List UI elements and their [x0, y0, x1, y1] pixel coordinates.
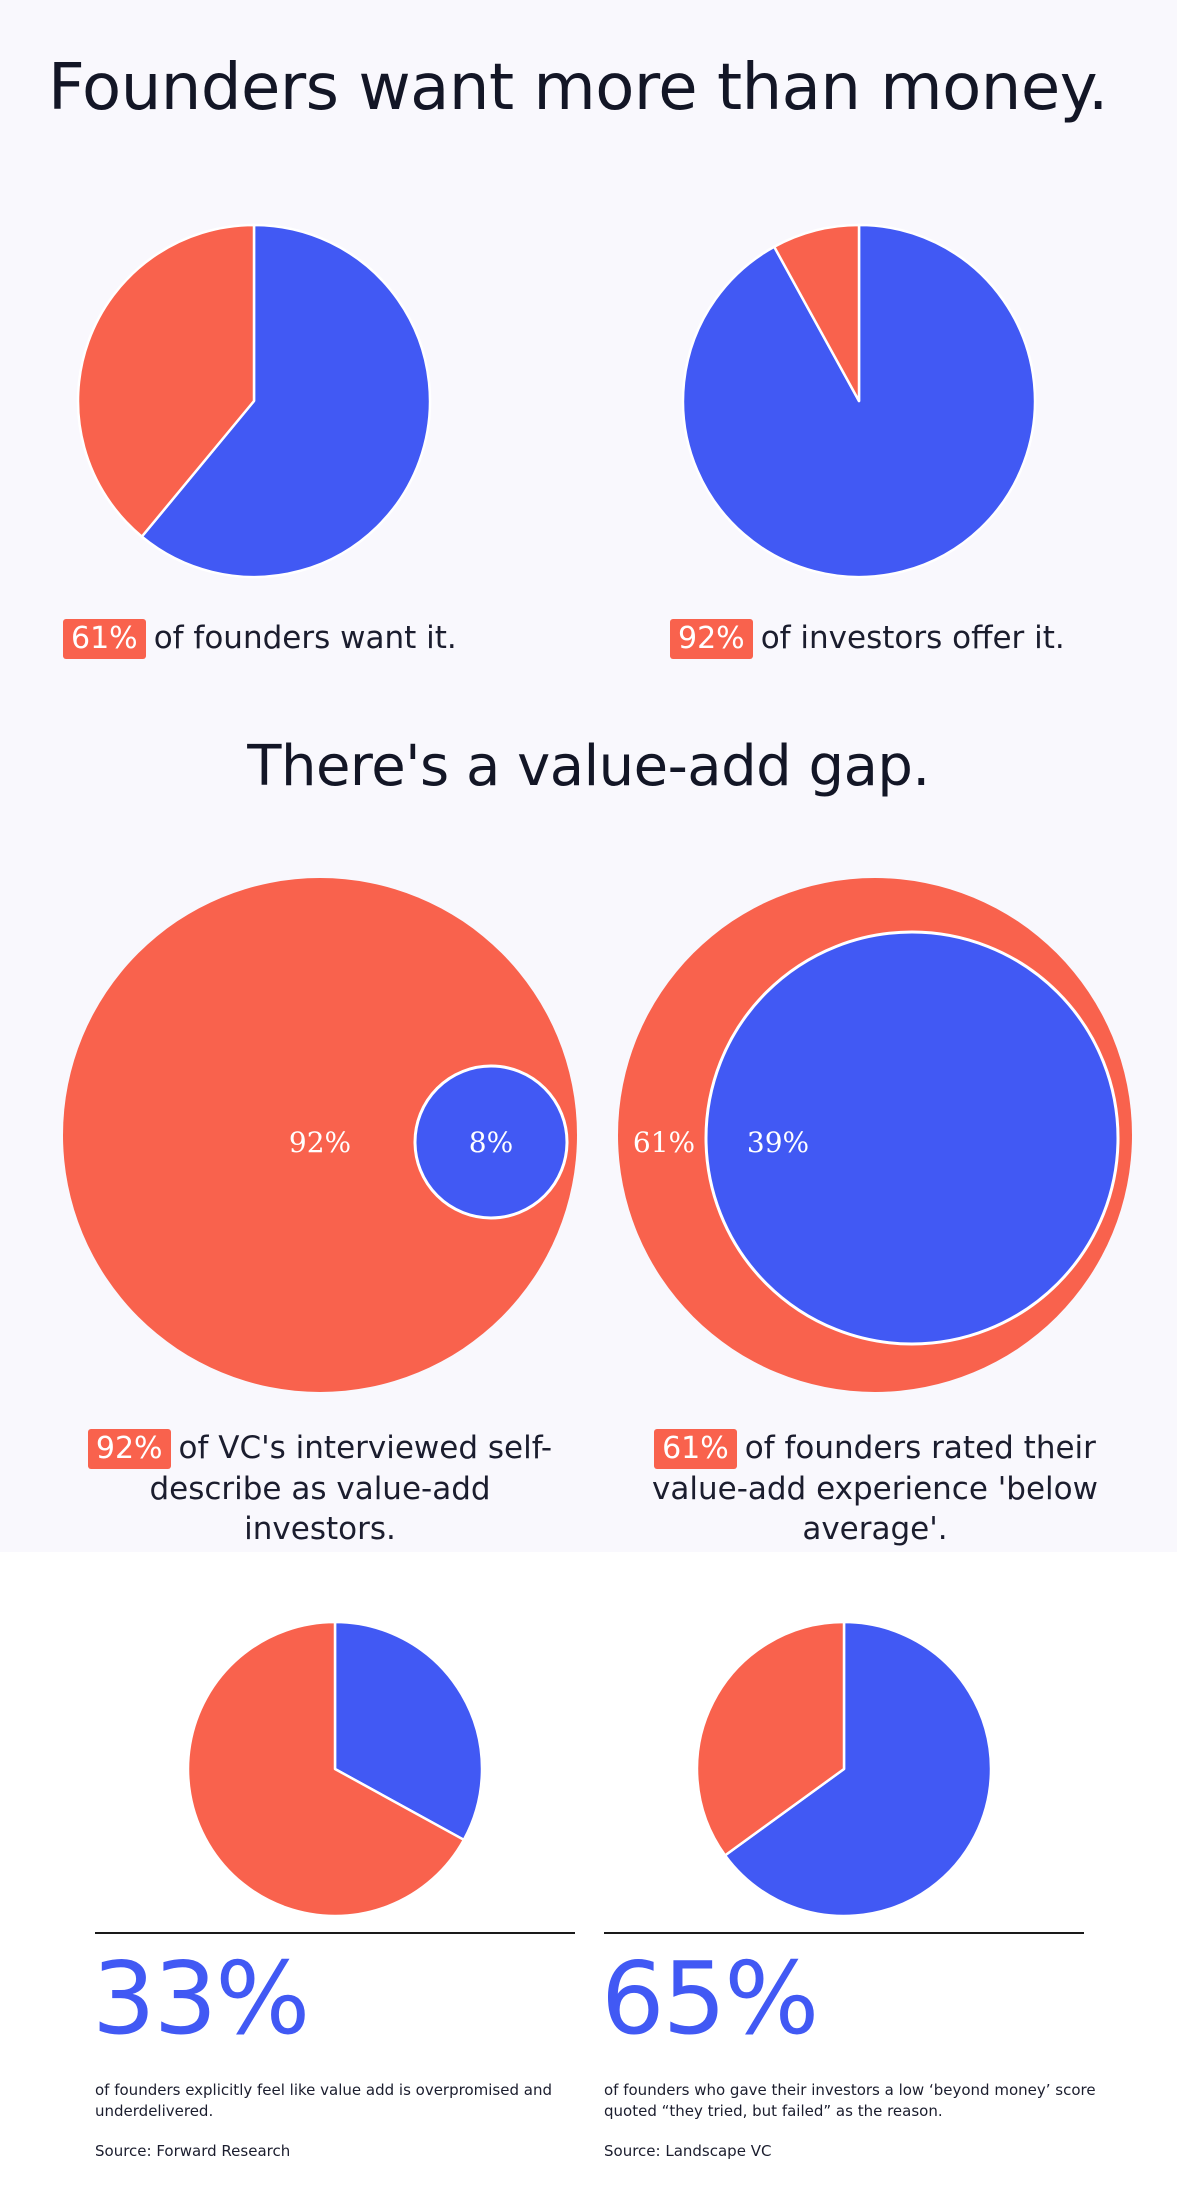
pie-slice	[186, 1620, 466, 1918]
venn-vc-value-add: 92% 8%	[63, 878, 577, 1392]
percent-badge: 92%	[87, 1429, 171, 1469]
main-title: Founders want more than money.	[48, 50, 1108, 125]
caption-text: of founders rated their value-add experi…	[652, 1430, 1098, 1547]
percent-badge: 61%	[654, 1429, 737, 1469]
pie-slice	[772, 223, 861, 403]
pie-slice	[681, 223, 1037, 579]
venn-founders-rating: 61% 39%	[618, 878, 1132, 1392]
stat-value-right: 65%	[601, 1940, 819, 2057]
source-left: Source: Forward Research	[95, 2142, 291, 2160]
caption-text: of founders want it.	[153, 620, 457, 656]
pie-chart-overpromised	[186, 1620, 484, 1918]
divider-right	[604, 1932, 1084, 1934]
stat-description-right: of founders who gave their investors a l…	[604, 2081, 1096, 2120]
caption-text: of investors offer it.	[760, 620, 1065, 656]
source-right: Source: Landscape VC	[604, 2142, 772, 2160]
venn-inner-circle	[704, 930, 1120, 1346]
venn-outer-label: 61%	[633, 1126, 695, 1159]
caption-text: of VC's interviewed self-describe as val…	[149, 1430, 553, 1547]
caption-founders-want: 61% of founders want it.	[63, 618, 457, 659]
caption-investors-offer: 92% of investors offer it.	[670, 618, 1065, 659]
venn-outer-circle	[63, 878, 577, 1392]
pie-slice	[76, 223, 256, 538]
section-title: There's a value-add gap.	[247, 734, 930, 800]
caption-vc-value-add: 92% of VC's interviewed self-describe as …	[80, 1428, 560, 1549]
percent-badge: 92%	[670, 619, 753, 659]
venn-inner-label: 39%	[747, 1126, 809, 1159]
pie-slice	[140, 223, 432, 579]
pie-chart-founders-want	[76, 223, 432, 579]
pie-slice	[333, 1620, 484, 1842]
venn-inner-circle	[413, 1064, 569, 1220]
pie-chart-tried-but-failed	[695, 1620, 993, 1918]
percent-badge: 61%	[63, 619, 146, 659]
caption-founders-rating: 61% of founders rated their value-add exp…	[625, 1428, 1125, 1549]
venn-outer-label: 92%	[289, 1126, 351, 1159]
stat-value-left: 33%	[92, 1940, 310, 2057]
venn-inner-label: 8%	[469, 1126, 513, 1159]
pie-slice	[695, 1620, 846, 1857]
stat-description-left: of founders explicitly feel like value a…	[95, 2081, 552, 2120]
divider-left	[95, 1932, 575, 1934]
pie-chart-investors-offer	[681, 223, 1037, 579]
pie-slice	[723, 1620, 993, 1918]
